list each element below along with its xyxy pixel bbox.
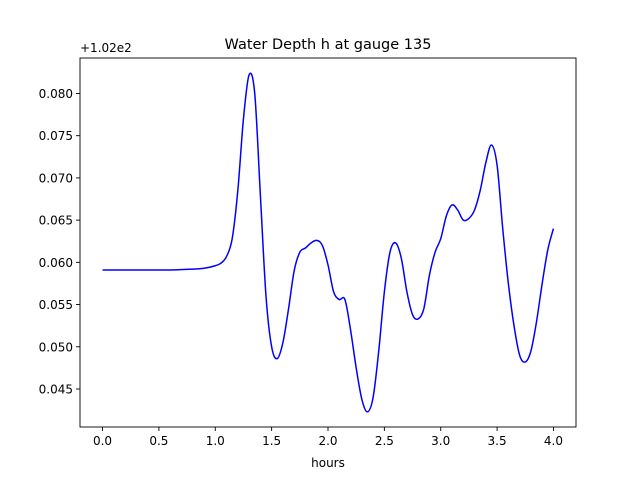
- x-tick-label: 0.5: [149, 434, 168, 448]
- y-tick-label: 0.065: [39, 214, 73, 228]
- x-tick-label: 4.0: [544, 434, 563, 448]
- series-line-0: [102, 72, 555, 413]
- y-offset-label: +1.02e2: [80, 41, 132, 55]
- x-tick-label: 0.0: [93, 434, 112, 448]
- chart-title: Water Depth h at gauge 135: [225, 37, 432, 53]
- x-tick-label: 3.0: [431, 434, 450, 448]
- y-tick-label: 0.055: [39, 298, 73, 312]
- y-tick-label: 0.045: [39, 383, 73, 397]
- y-tick-label: 0.060: [39, 256, 73, 270]
- y-tick-label: 0.080: [39, 87, 73, 101]
- y-tick-label: 0.075: [39, 129, 73, 143]
- plot-area: 0.0 0.5 1.0 1.5 2.0 2.5 3.0 3.5 4.0 0.045 0.050 0.0…: [39, 57, 577, 448]
- x-tick-label: 2.0: [318, 434, 337, 448]
- x-tick-label: 1.0: [206, 434, 225, 448]
- x-tick-label: 2.5: [375, 434, 394, 448]
- y-tick-label: 0.070: [39, 171, 73, 185]
- x-axis-label: hours: [311, 456, 345, 470]
- x-tick-label: 1.5: [262, 434, 281, 448]
- x-tick-label: 3.5: [488, 434, 507, 448]
- y-tick-label: 0.050: [39, 340, 73, 354]
